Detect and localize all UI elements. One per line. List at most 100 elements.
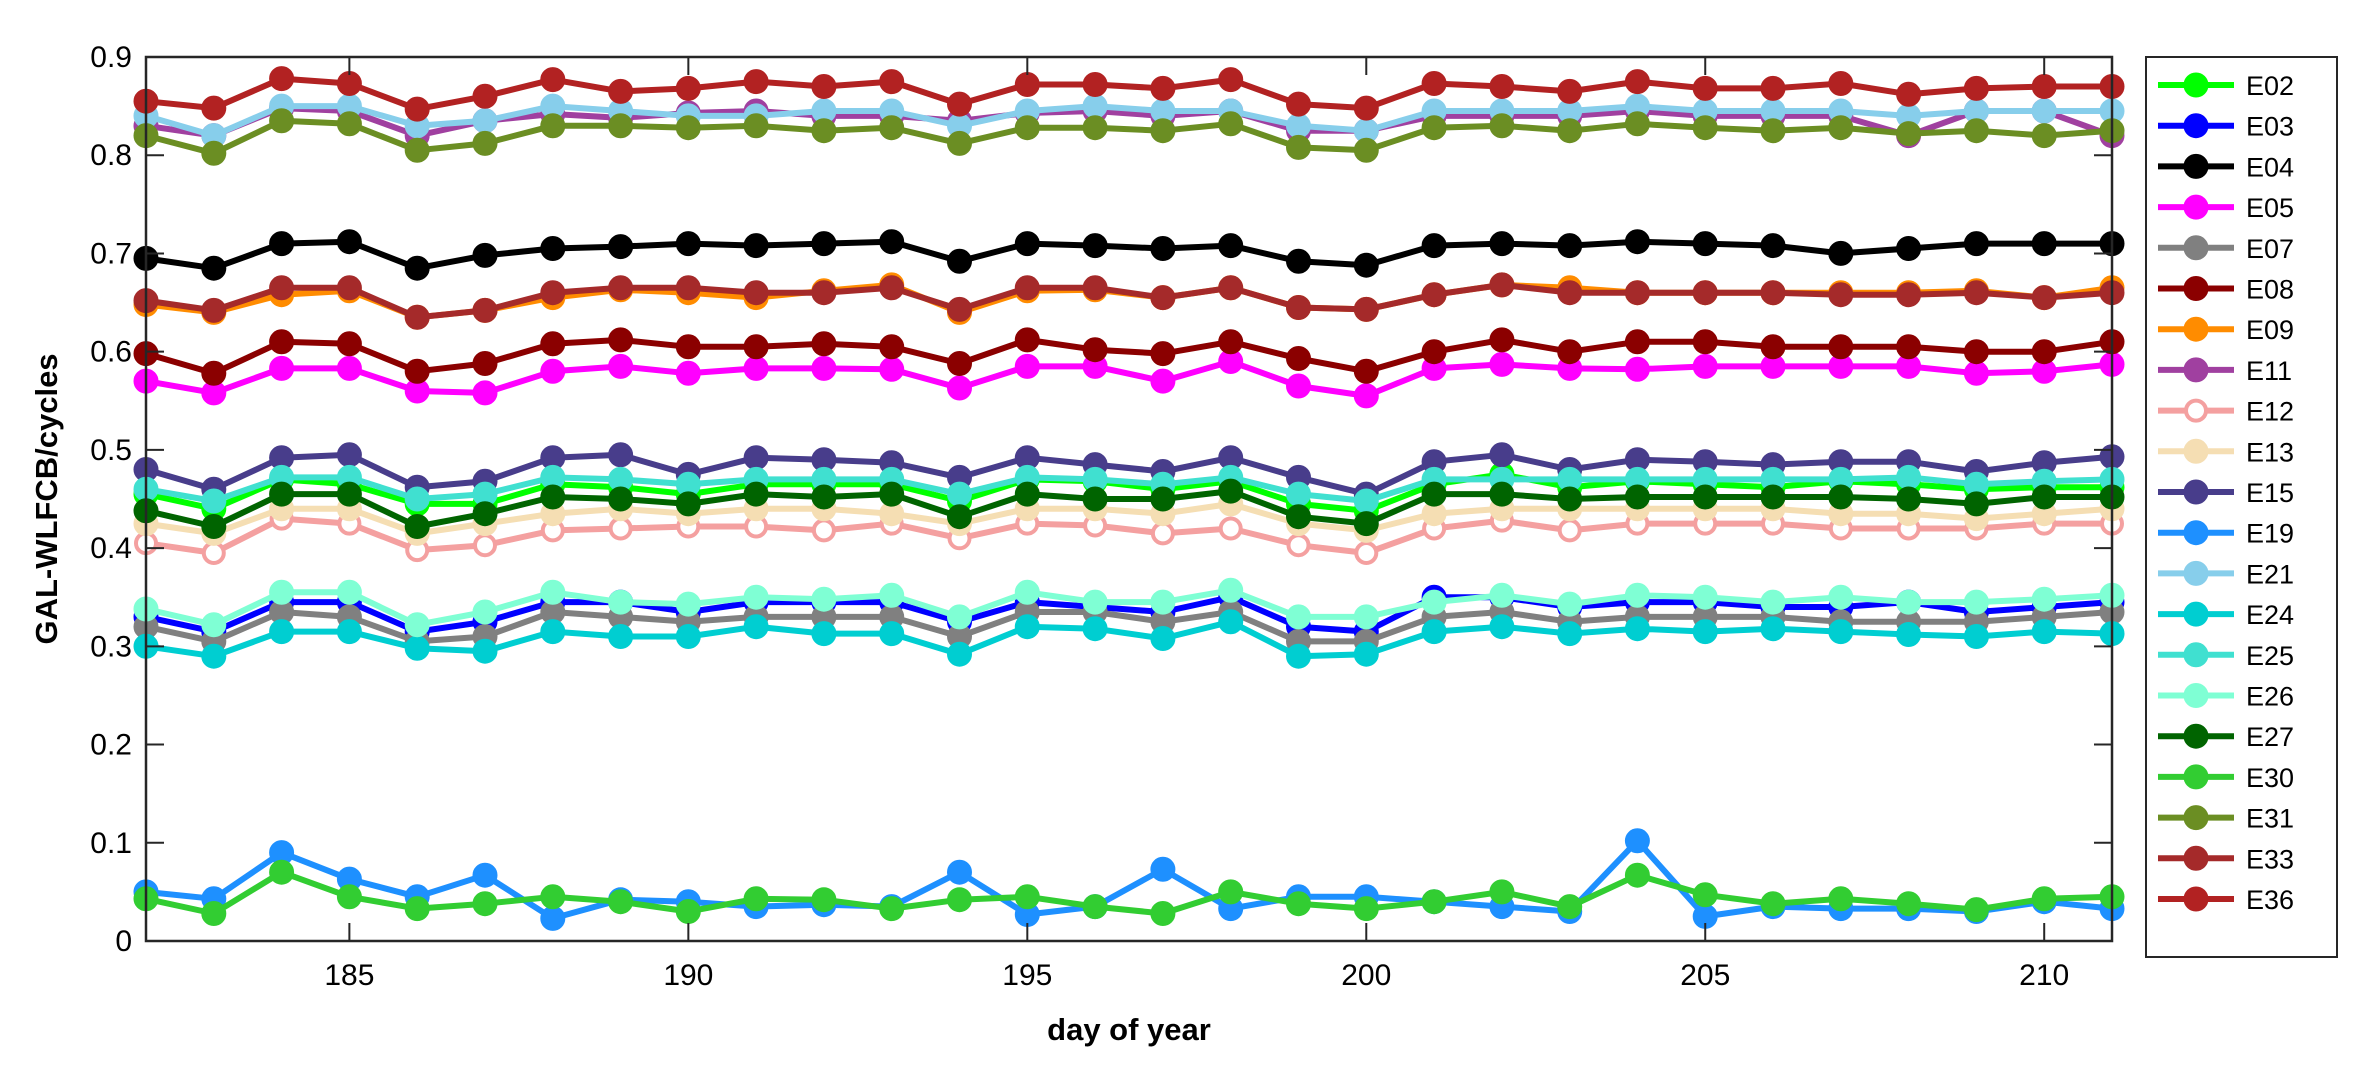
data-point-E33 xyxy=(1557,280,1583,306)
data-point-E05 xyxy=(1489,351,1515,377)
legend-label: E25 xyxy=(2246,641,2294,671)
data-point-E26 xyxy=(1082,589,1108,615)
legend-item-E31: E31 xyxy=(2158,804,2294,834)
legend-item-E30: E30 xyxy=(2158,763,2294,793)
data-point-E04 xyxy=(472,242,498,268)
data-point-E04 xyxy=(811,231,837,257)
data-point-E33 xyxy=(1353,296,1379,322)
data-point-E04 xyxy=(1353,252,1379,278)
legend-label: E08 xyxy=(2246,275,2294,305)
data-point-E30 xyxy=(336,884,362,910)
data-point-E21 xyxy=(1286,113,1311,139)
data-point-E08 xyxy=(811,331,837,357)
data-point-E04 xyxy=(201,255,227,281)
data-point-E24 xyxy=(1421,619,1447,645)
data-point-E05 xyxy=(879,356,905,382)
legend-box xyxy=(2145,56,2338,958)
data-point-E31 xyxy=(1760,118,1786,144)
data-point-E05 xyxy=(472,380,498,406)
legend-swatch-marker xyxy=(2183,723,2209,749)
data-point-E27 xyxy=(540,484,566,510)
data-point-E26 xyxy=(1286,604,1311,630)
y-tick-label: 0 xyxy=(115,925,132,958)
data-point-E08 xyxy=(1286,346,1311,371)
data-point-E24 xyxy=(269,619,295,645)
y-tick-label: 0.9 xyxy=(90,41,132,74)
legend-swatch-marker xyxy=(2183,194,2209,220)
data-point-E08 xyxy=(201,360,227,386)
data-point-E25 xyxy=(947,481,972,507)
data-point-E04 xyxy=(404,255,430,281)
data-point-E05 xyxy=(1150,368,1176,394)
data-point-E26 xyxy=(1828,584,1854,610)
data-point-E24 xyxy=(1896,622,1922,647)
x-tick-label: 195 xyxy=(1002,959,1052,992)
legend-swatch-marker xyxy=(2183,153,2209,179)
data-point-E31 xyxy=(269,108,295,134)
data-point-E04 xyxy=(336,229,362,255)
data-point-E12 xyxy=(811,518,836,543)
data-point-E19 xyxy=(947,859,972,885)
data-point-E21 xyxy=(472,108,498,134)
data-point-E05 xyxy=(811,355,837,381)
data-point-E26 xyxy=(1963,589,1989,615)
legend-label: E30 xyxy=(2246,763,2294,793)
data-point-E36 xyxy=(1286,91,1311,117)
data-point-E31 xyxy=(1082,115,1108,141)
y-tick-label: 0.2 xyxy=(90,729,132,762)
legend-label: E24 xyxy=(2246,600,2294,630)
data-point-E27 xyxy=(404,514,430,539)
legend-item-E33: E33 xyxy=(2158,844,2294,874)
data-point-E12 xyxy=(1286,533,1311,558)
data-point-E30 xyxy=(540,884,566,910)
data-point-E31 xyxy=(1828,115,1854,141)
x-tick-label: 205 xyxy=(1680,959,1730,992)
data-point-E30 xyxy=(879,896,905,922)
data-point-E26 xyxy=(1421,589,1447,615)
data-point-E04 xyxy=(608,234,634,260)
data-point-E24 xyxy=(1286,643,1311,669)
data-point-E36 xyxy=(1353,95,1379,121)
data-point-E08 xyxy=(1963,339,1989,365)
legend-item-E08: E08 xyxy=(2158,275,2294,305)
data-point-E31 xyxy=(879,115,905,141)
data-point-E26 xyxy=(1489,582,1515,608)
data-point-E31 xyxy=(608,113,634,139)
legend-swatch-marker xyxy=(2183,683,2209,708)
data-point-E26 xyxy=(472,599,498,625)
data-point-E12 xyxy=(473,533,497,558)
data-point-E30 xyxy=(1828,886,1854,912)
data-point-E25 xyxy=(1353,488,1379,514)
legend-swatch-marker xyxy=(2183,601,2209,627)
data-point-E31 xyxy=(1557,118,1583,144)
legend-item-E19: E19 xyxy=(2158,519,2294,549)
legend-label: E05 xyxy=(2246,193,2294,223)
data-point-E08 xyxy=(336,331,362,357)
legend-item-E21: E21 xyxy=(2158,559,2294,589)
data-point-E30 xyxy=(1150,901,1176,926)
data-point-E27 xyxy=(1218,478,1244,504)
data-point-E31 xyxy=(1014,115,1040,141)
legend-label: E21 xyxy=(2246,559,2294,589)
data-point-E33 xyxy=(1489,272,1515,298)
legend-swatch-marker xyxy=(2183,845,2209,871)
data-point-E27 xyxy=(269,481,295,507)
data-point-E24 xyxy=(879,621,905,647)
data-point-E31 xyxy=(1286,134,1311,160)
data-point-E08 xyxy=(269,329,295,355)
data-point-E31 xyxy=(1489,113,1515,139)
data-point-E05 xyxy=(1963,360,1989,386)
data-point-E30 xyxy=(1353,896,1379,922)
data-point-E12 xyxy=(1218,516,1243,541)
data-point-E26 xyxy=(675,591,701,617)
data-point-E12 xyxy=(201,541,226,565)
data-point-E30 xyxy=(675,899,701,924)
x-tick-label: 200 xyxy=(1341,959,1391,992)
data-point-E33 xyxy=(540,280,566,306)
data-point-E33 xyxy=(1963,280,1989,306)
data-point-E08 xyxy=(1014,327,1040,353)
data-point-E36 xyxy=(1150,75,1176,101)
data-point-E26 xyxy=(1353,604,1379,630)
data-point-E27 xyxy=(743,481,769,507)
